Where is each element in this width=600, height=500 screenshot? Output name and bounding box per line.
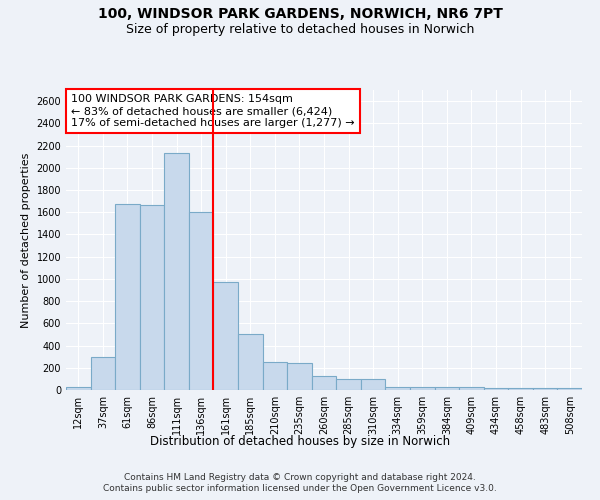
Bar [140,205,164,390]
Bar [189,212,214,390]
Bar [434,387,459,390]
Bar [238,334,263,390]
Bar [484,388,508,390]
Bar [91,357,115,390]
Y-axis label: Number of detached properties: Number of detached properties [21,152,31,328]
Bar [410,386,434,390]
Text: 100 WINDSOR PARK GARDENS: 154sqm
← 83% of detached houses are smaller (6,424)
17: 100 WINDSOR PARK GARDENS: 154sqm ← 83% o… [71,94,355,128]
Bar [115,204,140,390]
Bar [361,380,385,390]
Bar [508,388,533,390]
Bar [312,376,336,390]
Bar [385,386,410,390]
Bar [66,387,91,390]
Bar [164,154,189,390]
Bar [263,362,287,390]
Text: Size of property relative to detached houses in Norwich: Size of property relative to detached ho… [126,22,474,36]
Text: Contains public sector information licensed under the Open Government Licence v3: Contains public sector information licen… [103,484,497,493]
Text: 100, WINDSOR PARK GARDENS, NORWICH, NR6 7PT: 100, WINDSOR PARK GARDENS, NORWICH, NR6 … [98,8,502,22]
Bar [287,363,312,390]
Bar [533,388,557,390]
Bar [557,388,582,390]
Text: Contains HM Land Registry data © Crown copyright and database right 2024.: Contains HM Land Registry data © Crown c… [124,472,476,482]
Bar [459,387,484,390]
Bar [336,379,361,390]
Bar [214,282,238,390]
Text: Distribution of detached houses by size in Norwich: Distribution of detached houses by size … [150,435,450,448]
